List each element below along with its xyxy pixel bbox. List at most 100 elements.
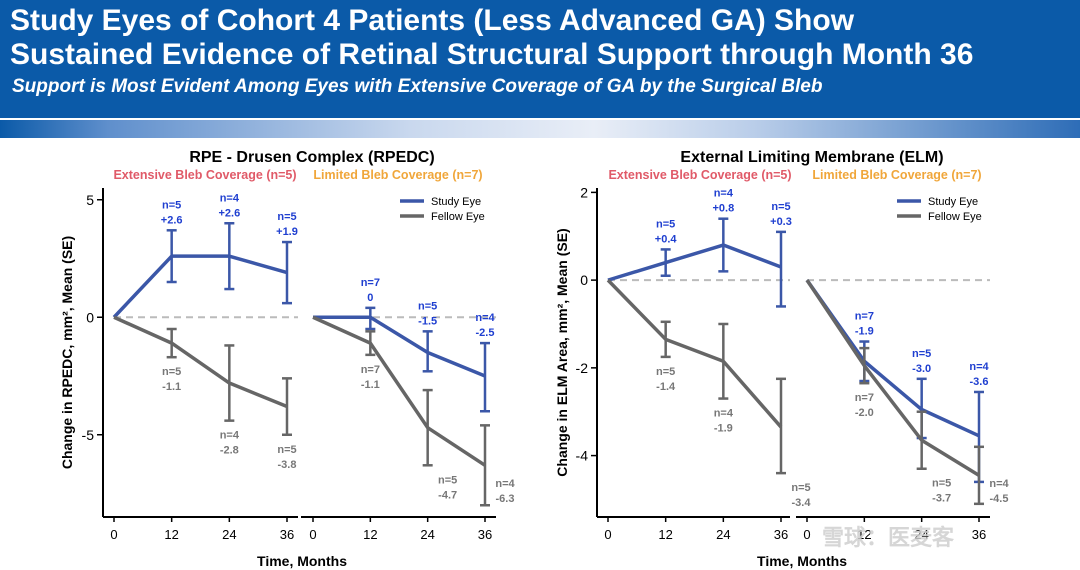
study-eye-line <box>313 315 486 378</box>
study-eye-line <box>112 254 288 319</box>
value-label: -1.4 <box>656 381 676 393</box>
x-tick-label: 0 <box>803 527 810 542</box>
x-tick-label: 24 <box>420 527 434 542</box>
y-tick-label: -5 <box>82 427 95 443</box>
y-axis-label: Change in RPEDC, mm², Mean (SE) <box>59 236 75 469</box>
x-tick-label: 0 <box>110 527 117 542</box>
watermark: 雪球：医麦客 <box>822 526 955 551</box>
panel-subtitle: Limited Bleb Coverage (n=7) <box>812 168 981 182</box>
value-label: +0.8 <box>712 203 734 215</box>
value-label: -1.5 <box>418 315 437 327</box>
y-tick-label: -2 <box>576 360 589 376</box>
x-tick-label: 0 <box>309 527 316 542</box>
value-label: -6.3 <box>496 493 515 505</box>
x-tick-label: 24 <box>716 527 730 542</box>
value-label: -4.7 <box>438 489 457 501</box>
x-tick-label: 24 <box>222 527 236 542</box>
n-label: n=4 <box>714 408 734 420</box>
value-label: -2.5 <box>476 327 495 339</box>
n-label: n=7 <box>855 311 874 323</box>
value-label: -3.8 <box>278 459 297 471</box>
n-label: n=4 <box>495 478 515 490</box>
n-label: n=5 <box>162 366 181 378</box>
value-label: +0.3 <box>770 216 792 228</box>
fellow-eye-line <box>805 279 980 477</box>
fellow-eye-line <box>606 278 783 429</box>
n-label: n=4 <box>989 478 1009 490</box>
x-tick-label: 36 <box>774 527 788 542</box>
n-label: n=4 <box>969 361 989 373</box>
fellow-eye-line <box>312 315 486 467</box>
chart-title: RPE - Drusen Complex (RPEDC) <box>189 149 434 166</box>
n-label: n=4 <box>220 430 240 442</box>
n-label: n=7 <box>361 364 380 376</box>
value-label: -3.7 <box>932 493 951 505</box>
legend-label: Fellow Eye <box>431 211 485 223</box>
n-label: n=7 <box>855 392 874 404</box>
title-line-2: Sustained Evidence of Retinal Structural… <box>10 38 974 71</box>
x-axis-label: Time, Months <box>257 553 347 569</box>
x-tick-label: 36 <box>280 527 294 542</box>
n-label: n=5 <box>438 474 457 486</box>
legend-label: Study Eye <box>431 196 481 208</box>
legend-label: Study Eye <box>928 196 978 208</box>
study-eye-line <box>607 243 782 282</box>
n-label: n=7 <box>361 277 380 289</box>
x-tick-label: 36 <box>478 527 492 542</box>
value-label: -1.9 <box>714 423 733 435</box>
value-label: +1.9 <box>276 226 298 238</box>
title-line-1: Study Eyes of Cohort 4 Patients (Less Ad… <box>10 4 855 37</box>
value-label: 0 <box>367 292 373 304</box>
legend-label: Fellow Eye <box>928 211 982 223</box>
value-label: -3.0 <box>912 363 931 375</box>
x-tick-label: 24 <box>914 527 928 542</box>
n-label: n=5 <box>932 478 951 490</box>
decorative-gradient-band <box>0 120 1080 138</box>
value-label: -2.0 <box>855 407 874 419</box>
chart-title: External Limiting Membrane (ELM) <box>680 149 943 166</box>
y-tick-label: 0 <box>86 309 94 325</box>
page-title: Study Eyes of Cohort 4 Patients (Less Ad… <box>10 4 973 72</box>
value-label: -1.1 <box>361 379 380 391</box>
x-tick-label: 12 <box>164 527 178 542</box>
value-label: -2.8 <box>220 445 239 457</box>
study-eye-line <box>805 279 980 438</box>
n-label: n=5 <box>771 201 790 213</box>
n-label: n=5 <box>656 218 675 230</box>
y-tick-label: 0 <box>580 272 588 288</box>
value-label: +2.6 <box>161 214 183 226</box>
page-subtitle: Support is Most Evident Among Eyes with … <box>12 76 823 97</box>
x-tick-label: 12 <box>857 527 871 542</box>
n-label: n=5 <box>791 482 810 494</box>
x-tick-label: 36 <box>972 527 986 542</box>
n-label: n=5 <box>418 300 437 312</box>
panel-subtitle: Extensive Bleb Coverage (n=5) <box>608 168 791 182</box>
y-tick-label: 5 <box>86 192 94 208</box>
x-axis-label: Time, Months <box>757 553 847 569</box>
value-label: -1.1 <box>162 381 181 393</box>
n-label: n=4 <box>475 312 495 324</box>
header-banner: Study Eyes of Cohort 4 Patients (Less Ad… <box>0 0 1080 118</box>
value-label: -3.6 <box>970 376 989 388</box>
n-label: n=4 <box>220 192 240 204</box>
panel-subtitle: Limited Bleb Coverage (n=7) <box>313 168 482 182</box>
n-label: n=5 <box>277 211 296 223</box>
value-label: -1.9 <box>855 326 874 338</box>
y-axis-label: Change in ELM Area, mm², Mean (SE) <box>554 228 570 476</box>
value-label: -4.5 <box>990 493 1009 505</box>
value-label: +0.4 <box>655 233 678 245</box>
value-label: -3.4 <box>792 497 812 509</box>
n-label: n=5 <box>277 444 296 456</box>
n-label: n=5 <box>656 366 675 378</box>
x-tick-label: 0 <box>604 527 611 542</box>
x-tick-label: 12 <box>363 527 377 542</box>
n-label: n=4 <box>714 188 734 200</box>
fellow-eye-line <box>113 315 288 409</box>
x-tick-label: 12 <box>658 527 672 542</box>
y-tick-label: 2 <box>580 184 588 200</box>
y-tick-label: -4 <box>576 448 589 464</box>
n-label: n=5 <box>162 199 181 211</box>
value-label: +2.6 <box>218 207 240 219</box>
panel-subtitle: Extensive Bleb Coverage (n=5) <box>113 168 296 182</box>
